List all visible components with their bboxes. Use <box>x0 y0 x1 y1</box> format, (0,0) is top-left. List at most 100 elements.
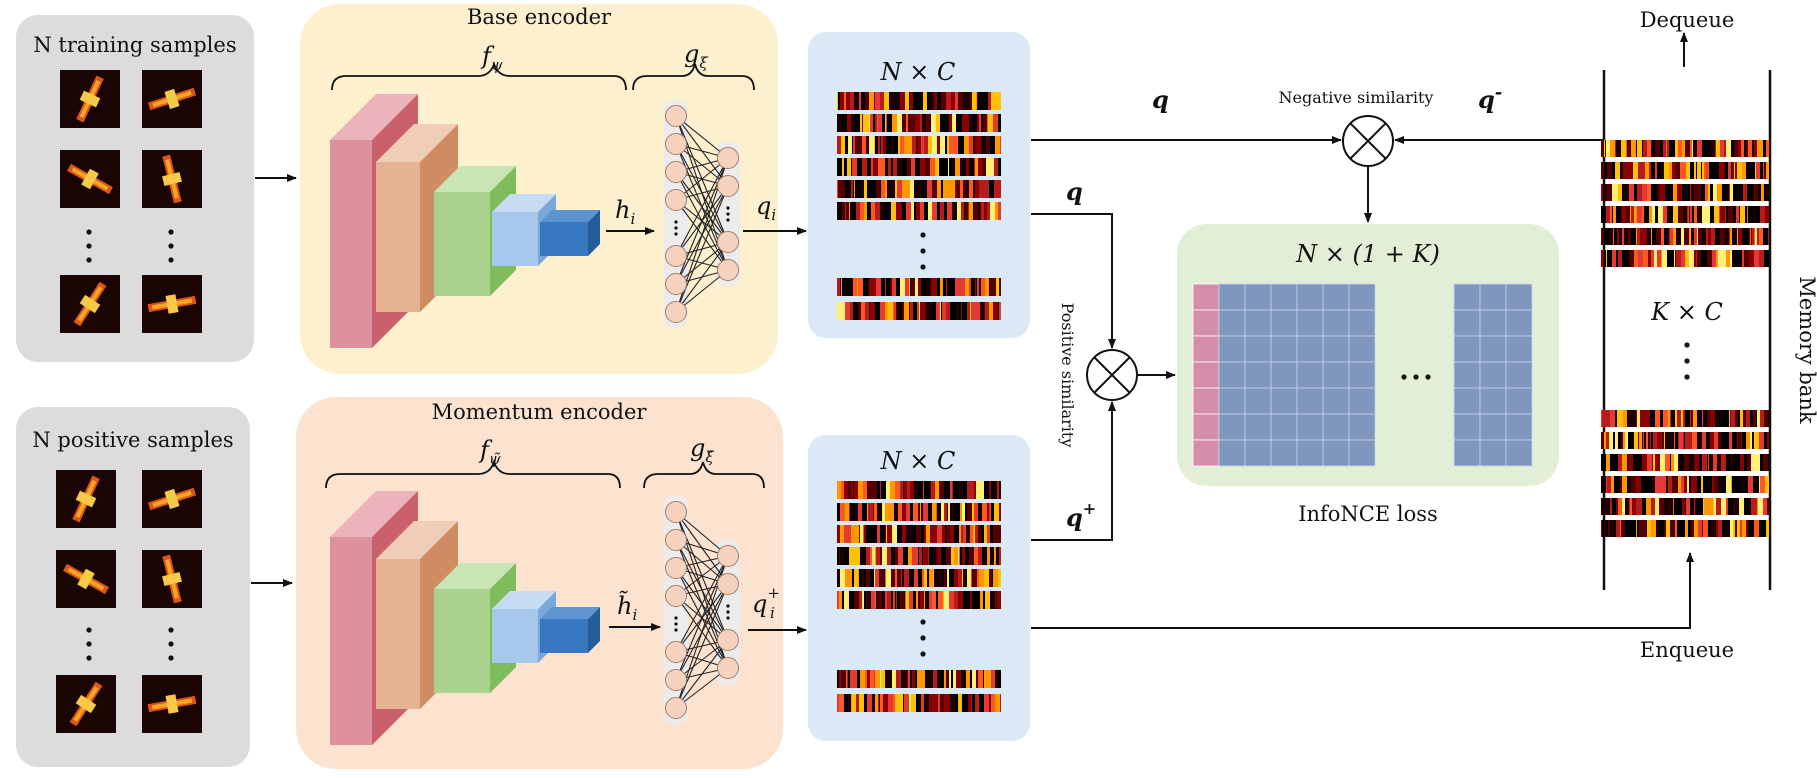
base-mlp-network <box>664 100 740 328</box>
arrow-q-to-positive <box>1031 213 1116 349</box>
g-xi-tilde-label: gξ̃ <box>690 434 714 466</box>
momentum-cnn-blocks <box>330 491 600 745</box>
momentum-encoder-panel: Momentum encoder fψ̃ gξ̃ h̃i q+ i <box>296 397 783 769</box>
feature-vector-bar <box>837 302 1001 320</box>
h-i-label: hi <box>615 196 635 228</box>
memory-bank-label: Memory bank <box>1795 276 1817 424</box>
feature-bottom-bars <box>837 481 1001 712</box>
feature-vector-bar <box>1601 250 1769 267</box>
feature-vector-bar <box>837 158 1001 176</box>
arrows <box>251 32 1694 634</box>
satellite-thumbnail <box>142 470 202 528</box>
feature-top-bars <box>837 92 1001 320</box>
feature-vector-bar <box>1601 162 1769 179</box>
feature-vector-bar <box>837 114 1001 132</box>
satellite-thumbnail <box>56 470 116 528</box>
f-brace <box>331 61 627 91</box>
base-encoder-panel: Base encoder fψ gξ hi qi <box>300 4 778 374</box>
arrow-enqueue <box>1031 552 1694 629</box>
feature-vector-bar <box>1601 432 1769 449</box>
f-tilde-brace <box>325 459 621 489</box>
feature-vector-bar <box>837 278 1001 296</box>
positive-similarity-op: Positive similarity <box>1058 303 1138 448</box>
feature-vector-bar <box>1601 228 1769 245</box>
positive-thumbnails <box>56 470 202 733</box>
arrow-qplus-to-positive <box>1031 401 1116 541</box>
feature-top-ellipsis <box>920 232 926 270</box>
feature-vector-bar <box>1601 410 1769 427</box>
negative-similarity-label: Negative similarity <box>1279 88 1434 107</box>
feature-vector-bar <box>837 136 1001 154</box>
g-brace <box>632 63 755 91</box>
feature-vector-bar <box>1601 454 1769 471</box>
feature-bottom-title: N × C <box>880 447 956 475</box>
feature-vector-bar <box>837 180 1001 198</box>
q-minus-label: q- <box>1478 82 1502 114</box>
positive-samples-title: N positive samples <box>32 428 233 452</box>
satellite-thumbnail <box>142 675 202 733</box>
memory-bank-top-bars <box>1601 140 1769 267</box>
satellite-thumbnail <box>60 70 120 128</box>
q-i-label: qi <box>756 192 776 224</box>
q-mid-label: q <box>1066 177 1083 206</box>
dequeue-label: Dequeue <box>1640 8 1735 32</box>
g-xi-label: gξ <box>684 40 708 72</box>
g-tilde-brace <box>643 461 765 489</box>
feature-vector-bar <box>837 547 1001 565</box>
memory-bank-size: K × C <box>1650 298 1723 326</box>
feature-bottom-panel: N × C <box>808 435 1030 741</box>
feature-vector-bar <box>1601 498 1769 515</box>
memory-bank-ellipsis <box>1684 342 1690 380</box>
satellite-thumbnail <box>142 550 202 608</box>
satellite-thumbnail <box>142 150 202 208</box>
feature-vector-bar <box>837 670 1001 688</box>
q-plus-label: q+ <box>1066 499 1096 532</box>
training-samples-panel: N training samples <box>16 15 254 362</box>
h-tilde-i-label: h̃i <box>617 591 637 624</box>
satellite-thumbnail <box>56 675 116 733</box>
satellite-thumbnail <box>56 550 116 608</box>
momentum-mlp-network <box>664 496 740 724</box>
q-top-label: q <box>1152 85 1169 114</box>
momentum-encoder-title: Momentum encoder <box>432 400 648 424</box>
satellite-thumbnail <box>142 70 202 128</box>
training-samples-title: N training samples <box>33 33 236 57</box>
feature-bottom-ellipsis <box>920 619 926 657</box>
feature-vector-bar <box>837 92 1001 110</box>
q-i-plus-label: q+ i <box>752 584 780 622</box>
feature-vector-bar <box>1601 476 1769 493</box>
matrix-ellipsis <box>1401 374 1431 380</box>
feature-vector-bar <box>837 481 1001 499</box>
infonce-caption: InfoNCE loss <box>1298 502 1438 526</box>
memory-bank-bottom-bars <box>1601 410 1769 537</box>
feature-vector-bar <box>1601 184 1769 201</box>
feature-vector-bar <box>837 591 1001 609</box>
infonce-matrix <box>1192 283 1533 467</box>
negative-similarity-op: Negative similarity <box>1279 88 1434 167</box>
training-ellipsis <box>86 229 174 263</box>
feature-vector-bar <box>837 694 1001 712</box>
feature-vector-bar <box>1601 520 1769 537</box>
satellite-thumbnail <box>60 150 120 208</box>
feature-vector-bar <box>837 202 1001 220</box>
positive-similarity-label: Positive similarity <box>1058 303 1077 448</box>
feature-top-panel: N × C <box>808 32 1030 338</box>
infonce-panel: N × (1 + K) InfoNCE loss <box>1177 224 1559 526</box>
satellite-thumbnail <box>142 275 202 333</box>
feature-vector-bar <box>1601 140 1769 157</box>
feature-vector-bar <box>837 525 1001 543</box>
positive-ellipsis <box>86 627 174 661</box>
training-thumbnails <box>60 70 202 333</box>
base-cnn-blocks <box>330 94 600 348</box>
enqueue-label: Enqueue <box>1640 638 1734 662</box>
memory-bank: K × C Memory bank Dequeue Enqueue <box>1601 8 1817 662</box>
feature-top-title: N × C <box>880 58 956 86</box>
feature-vector-bar <box>837 569 1001 587</box>
positive-samples-panel: N positive samples <box>16 407 250 767</box>
feature-vector-bar <box>837 503 1001 521</box>
infonce-title: N × (1 + K) <box>1295 240 1440 268</box>
feature-vector-bar <box>1601 206 1769 223</box>
satellite-thumbnail <box>60 275 120 333</box>
base-encoder-title: Base encoder <box>467 5 612 29</box>
